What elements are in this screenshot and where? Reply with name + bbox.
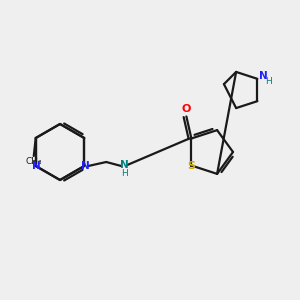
Text: N: N (120, 160, 129, 170)
Text: N: N (81, 161, 90, 171)
Text: O: O (182, 104, 191, 115)
Text: N: N (259, 71, 268, 81)
Text: S: S (188, 160, 195, 170)
Text: H: H (265, 77, 272, 86)
Text: N: N (32, 161, 41, 171)
Text: H: H (121, 169, 128, 178)
Text: CH₃: CH₃ (26, 157, 42, 166)
